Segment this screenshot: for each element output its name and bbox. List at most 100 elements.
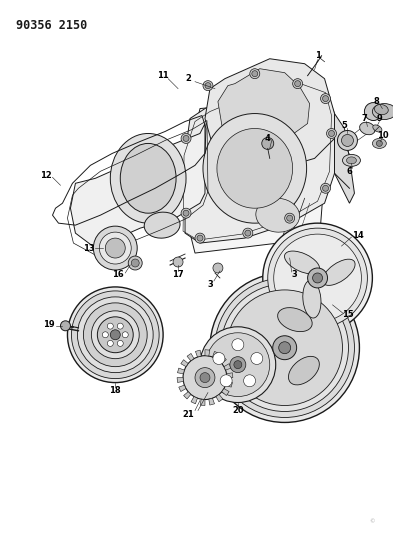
Circle shape xyxy=(107,341,113,346)
Circle shape xyxy=(227,290,342,406)
Circle shape xyxy=(262,138,274,149)
Polygon shape xyxy=(179,385,186,392)
Ellipse shape xyxy=(360,122,375,135)
Text: 3: 3 xyxy=(207,280,213,289)
Polygon shape xyxy=(205,59,335,168)
Circle shape xyxy=(195,233,205,243)
Polygon shape xyxy=(177,368,184,374)
Ellipse shape xyxy=(374,104,388,115)
Circle shape xyxy=(91,311,139,359)
Ellipse shape xyxy=(217,128,293,208)
Ellipse shape xyxy=(144,212,180,238)
Circle shape xyxy=(105,238,125,258)
Circle shape xyxy=(183,356,227,400)
Circle shape xyxy=(220,375,232,387)
Circle shape xyxy=(84,303,147,367)
Circle shape xyxy=(338,131,357,150)
Circle shape xyxy=(287,215,293,221)
Circle shape xyxy=(203,80,213,91)
Text: 8: 8 xyxy=(374,97,379,106)
Circle shape xyxy=(232,339,244,351)
Circle shape xyxy=(181,208,191,218)
Polygon shape xyxy=(195,350,201,357)
Text: 15: 15 xyxy=(342,310,353,319)
Circle shape xyxy=(323,185,329,191)
Circle shape xyxy=(213,263,223,273)
Circle shape xyxy=(250,69,260,79)
Text: 4: 4 xyxy=(265,134,271,143)
Circle shape xyxy=(251,352,263,365)
Text: 3: 3 xyxy=(292,270,297,279)
Circle shape xyxy=(181,133,191,143)
Text: 13: 13 xyxy=(83,244,94,253)
Circle shape xyxy=(279,342,291,354)
Circle shape xyxy=(252,71,258,77)
Circle shape xyxy=(285,213,295,223)
Circle shape xyxy=(327,128,336,139)
Ellipse shape xyxy=(372,103,394,119)
Circle shape xyxy=(183,135,189,141)
Circle shape xyxy=(213,352,225,365)
Polygon shape xyxy=(184,392,191,399)
Circle shape xyxy=(321,94,331,103)
Circle shape xyxy=(274,234,361,322)
Polygon shape xyxy=(224,364,231,370)
Circle shape xyxy=(245,230,251,236)
Text: 11: 11 xyxy=(157,71,169,80)
Polygon shape xyxy=(216,394,223,402)
Circle shape xyxy=(293,79,303,88)
Text: 6: 6 xyxy=(347,167,352,176)
Ellipse shape xyxy=(284,251,320,274)
Polygon shape xyxy=(191,397,197,404)
Ellipse shape xyxy=(346,157,357,164)
Ellipse shape xyxy=(244,335,266,370)
Circle shape xyxy=(110,330,120,340)
Circle shape xyxy=(117,323,123,329)
Circle shape xyxy=(295,80,301,87)
Text: 17: 17 xyxy=(172,270,184,279)
Circle shape xyxy=(71,291,159,378)
Polygon shape xyxy=(222,389,229,395)
Circle shape xyxy=(173,257,183,267)
Ellipse shape xyxy=(203,114,307,223)
Ellipse shape xyxy=(372,139,387,148)
Circle shape xyxy=(329,131,335,136)
Circle shape xyxy=(342,134,353,147)
Ellipse shape xyxy=(288,357,320,385)
Polygon shape xyxy=(212,351,219,359)
Text: 20: 20 xyxy=(232,406,243,415)
Circle shape xyxy=(230,357,246,373)
Text: 1: 1 xyxy=(315,51,320,60)
Circle shape xyxy=(205,83,211,88)
Circle shape xyxy=(210,273,359,423)
Circle shape xyxy=(243,375,256,387)
Text: 90356 2150: 90356 2150 xyxy=(16,19,87,32)
Ellipse shape xyxy=(342,155,361,166)
Circle shape xyxy=(131,259,139,267)
Circle shape xyxy=(221,284,348,411)
Circle shape xyxy=(93,226,137,270)
Text: 7: 7 xyxy=(362,114,367,123)
Text: 19: 19 xyxy=(43,320,54,329)
Circle shape xyxy=(195,368,215,387)
Polygon shape xyxy=(200,399,205,406)
Ellipse shape xyxy=(278,308,312,332)
Circle shape xyxy=(61,321,71,331)
Circle shape xyxy=(268,228,367,328)
Circle shape xyxy=(97,317,133,353)
Text: 10: 10 xyxy=(377,131,388,140)
Text: 14: 14 xyxy=(351,231,363,240)
Text: ©: © xyxy=(369,519,374,524)
Text: 5: 5 xyxy=(342,121,348,130)
Circle shape xyxy=(312,273,323,283)
Ellipse shape xyxy=(373,125,382,132)
Text: 18: 18 xyxy=(110,386,121,395)
Circle shape xyxy=(128,256,142,270)
Text: 9: 9 xyxy=(377,114,382,123)
Circle shape xyxy=(102,332,108,338)
Ellipse shape xyxy=(256,198,299,232)
Ellipse shape xyxy=(303,280,321,318)
Ellipse shape xyxy=(110,133,186,223)
Text: 2: 2 xyxy=(185,74,191,83)
Polygon shape xyxy=(187,353,194,361)
